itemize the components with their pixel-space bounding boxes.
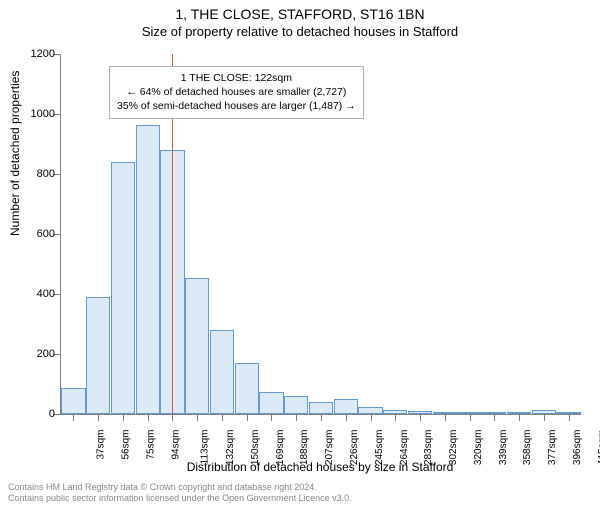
chart-area: 02004006008001000120037sqm56sqm75sqm94sq… <box>60 54 580 414</box>
x-tick-label: 75sqm <box>145 430 156 460</box>
x-tick <box>197 414 198 421</box>
x-tick <box>569 414 570 421</box>
x-tick <box>346 414 347 421</box>
y-tick-label: 400 <box>15 288 55 300</box>
x-tick <box>371 414 372 421</box>
x-tick <box>271 414 272 421</box>
x-tick <box>494 414 495 421</box>
histogram-bar <box>334 399 358 414</box>
y-tick-label: 1200 <box>15 48 55 60</box>
title-sub: Size of property relative to detached ho… <box>0 24 600 39</box>
x-tick <box>73 414 74 421</box>
histogram-bar <box>185 278 209 415</box>
x-tick <box>222 414 223 421</box>
x-tick <box>445 414 446 421</box>
x-tick <box>172 414 173 421</box>
annotation-box: 1 THE CLOSE: 122sqm← 64% of detached hou… <box>109 66 364 119</box>
x-tick <box>123 414 124 421</box>
y-tick-label: 600 <box>15 228 55 240</box>
histogram-bar <box>259 392 283 415</box>
y-tick-label: 0 <box>15 408 55 420</box>
x-tick <box>470 414 471 421</box>
title-main: 1, THE CLOSE, STAFFORD, ST16 1BN <box>0 6 600 22</box>
x-axis-label: Distribution of detached houses by size … <box>60 460 580 474</box>
y-tick-label: 200 <box>15 348 55 360</box>
x-tick <box>519 414 520 421</box>
x-tick-label: 56sqm <box>121 430 132 460</box>
x-tick <box>247 414 248 421</box>
x-tick <box>321 414 322 421</box>
annotation-line: ← 64% of detached houses are smaller (2,… <box>117 85 356 99</box>
y-tick-label: 1000 <box>15 108 55 120</box>
footer-line-1: Contains HM Land Registry data © Crown c… <box>8 482 352 493</box>
histogram-bar <box>86 297 110 414</box>
histogram-bar <box>136 125 160 415</box>
y-tick-label: 800 <box>15 168 55 180</box>
annotation-line: 1 THE CLOSE: 122sqm <box>117 71 356 85</box>
x-tick <box>296 414 297 421</box>
x-tick-label: 37sqm <box>96 430 107 460</box>
x-tick <box>148 414 149 421</box>
plot-region: 02004006008001000120037sqm56sqm75sqm94sq… <box>60 54 581 415</box>
footer-line-2: Contains public sector information licen… <box>8 493 352 504</box>
histogram-bar <box>235 363 259 414</box>
x-tick <box>420 414 421 421</box>
histogram-bar <box>61 388 85 414</box>
x-tick <box>98 414 99 421</box>
x-tick-label: 94sqm <box>170 430 181 460</box>
footer-attribution: Contains HM Land Registry data © Crown c… <box>8 482 352 504</box>
histogram-bar <box>111 162 135 414</box>
y-axis-label: Number of detached properties <box>8 71 22 236</box>
histogram-bar <box>210 330 234 414</box>
histogram-bar <box>358 407 382 415</box>
histogram-bar <box>309 402 333 414</box>
annotation-line: 35% of semi-detached houses are larger (… <box>117 99 356 113</box>
x-tick <box>395 414 396 421</box>
x-tick <box>544 414 545 421</box>
histogram-bar <box>284 396 308 414</box>
